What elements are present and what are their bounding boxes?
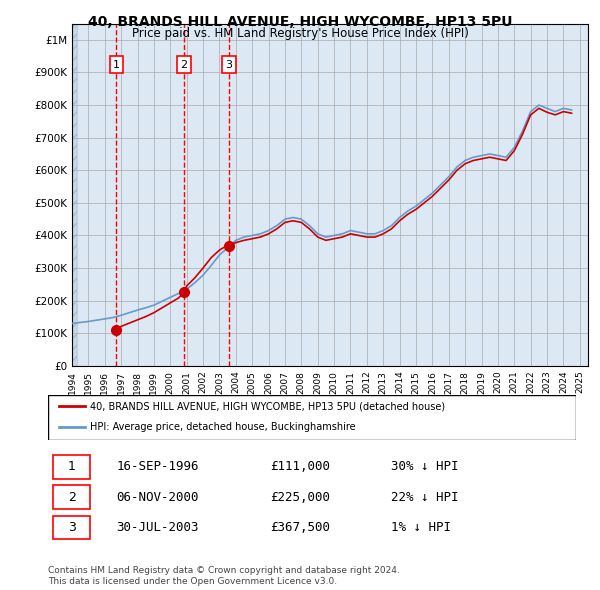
FancyBboxPatch shape: [53, 516, 90, 539]
Text: 06-NOV-2000: 06-NOV-2000: [116, 490, 199, 503]
Text: 3: 3: [226, 60, 232, 70]
Text: 1: 1: [68, 460, 76, 473]
Text: 1% ↓ HPI: 1% ↓ HPI: [391, 521, 451, 534]
Text: 30% ↓ HPI: 30% ↓ HPI: [391, 460, 459, 473]
Text: 40, BRANDS HILL AVENUE, HIGH WYCOMBE, HP13 5PU: 40, BRANDS HILL AVENUE, HIGH WYCOMBE, HP…: [88, 15, 512, 29]
Text: 30-JUL-2003: 30-JUL-2003: [116, 521, 199, 534]
Text: Price paid vs. HM Land Registry's House Price Index (HPI): Price paid vs. HM Land Registry's House …: [131, 27, 469, 40]
Text: 2: 2: [68, 490, 76, 503]
Text: 22% ↓ HPI: 22% ↓ HPI: [391, 490, 459, 503]
FancyBboxPatch shape: [48, 395, 576, 440]
Text: 16-SEP-1996: 16-SEP-1996: [116, 460, 199, 473]
Text: £111,000: £111,000: [270, 460, 330, 473]
Text: £367,500: £367,500: [270, 521, 330, 534]
Text: 2: 2: [181, 60, 188, 70]
Text: 40, BRANDS HILL AVENUE, HIGH WYCOMBE, HP13 5PU (detached house): 40, BRANDS HILL AVENUE, HIGH WYCOMBE, HP…: [90, 401, 445, 411]
FancyBboxPatch shape: [53, 486, 90, 509]
Text: Contains HM Land Registry data © Crown copyright and database right 2024.
This d: Contains HM Land Registry data © Crown c…: [48, 566, 400, 586]
FancyBboxPatch shape: [53, 455, 90, 478]
Text: HPI: Average price, detached house, Buckinghamshire: HPI: Average price, detached house, Buck…: [90, 422, 356, 432]
Text: 3: 3: [68, 521, 76, 534]
Bar: [72, 24, 77, 366]
Text: £225,000: £225,000: [270, 490, 330, 503]
Text: 1: 1: [113, 60, 120, 70]
